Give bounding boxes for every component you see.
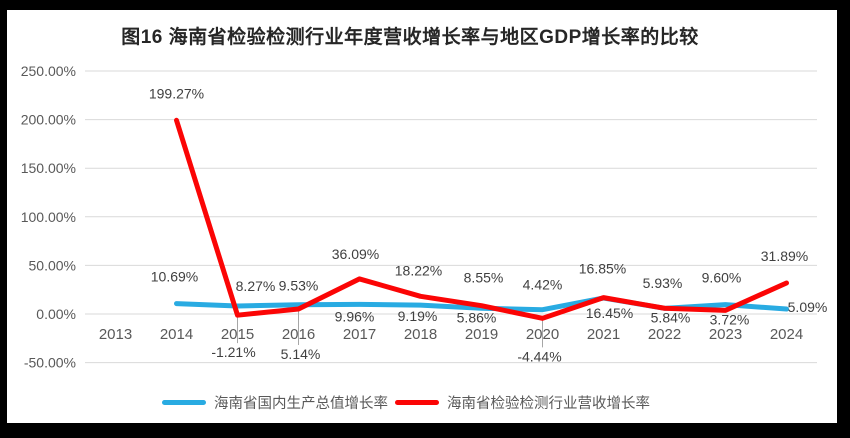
data-label: 199.27% <box>149 85 204 101</box>
x-axis-tick-label: 2018 <box>404 326 437 343</box>
data-label: 5.93% <box>643 275 683 291</box>
y-axis-tick-label: 0.00% <box>36 306 76 322</box>
x-axis-tick-label: 2017 <box>343 326 376 343</box>
data-label: 5.09% <box>788 299 828 315</box>
data-label: 36.09% <box>332 246 379 262</box>
industry-line-swatch-icon <box>395 400 439 405</box>
data-label: 9.53% <box>279 278 319 294</box>
legend-item-gdp: 海南省国内生产总值增长率 <box>162 392 388 413</box>
y-axis-tick-label: 50.00% <box>29 257 76 273</box>
y-axis-tick-label: 100.00% <box>21 209 76 225</box>
data-label: 9.60% <box>702 270 742 286</box>
gdp-line-swatch-icon <box>162 400 206 405</box>
data-label: 5.86% <box>457 309 497 325</box>
x-axis-tick-label: 2023 <box>709 326 742 343</box>
x-axis-tick-label: 2024 <box>770 326 803 343</box>
y-axis-tick-label: 150.00% <box>21 160 76 176</box>
data-label: 9.19% <box>398 308 438 324</box>
data-label: 8.55% <box>464 270 504 286</box>
x-axis-tick-label: 2019 <box>465 326 498 343</box>
data-label: 31.89% <box>761 248 808 264</box>
data-label: -1.21% <box>211 344 255 360</box>
data-label: 4.42% <box>523 277 563 293</box>
legend-label-gdp: 海南省国内生产总值增长率 <box>214 396 388 412</box>
data-label: 10.69% <box>151 269 198 285</box>
industry-revenue-line <box>174 117 789 321</box>
y-axis-tick-label: 250.00% <box>21 63 76 79</box>
data-label: -4.44% <box>517 348 561 364</box>
data-label: 5.14% <box>281 346 321 362</box>
data-label: 16.85% <box>579 261 626 277</box>
x-axis-tick-label: 2014 <box>160 326 193 343</box>
x-axis-tick-label: 2013 <box>99 326 132 343</box>
chart-title: 图16 海南省检验检测行业年度营收增长率与地区GDP增长率的比较 <box>121 27 699 48</box>
data-label: 16.45% <box>586 305 633 321</box>
x-axis-tick-label: 2021 <box>587 326 620 343</box>
data-label: 3.72% <box>710 311 750 327</box>
y-axis-tick-label: 200.00% <box>21 112 76 128</box>
x-axis-tick-label: 2022 <box>648 326 681 343</box>
y-axis-tick-label: -50.00% <box>24 355 76 371</box>
legend-label-industry: 海南省检验检测行业营收增长率 <box>447 396 650 412</box>
data-label: 18.22% <box>395 262 442 278</box>
data-label: 5.84% <box>651 309 691 325</box>
legend-item-industry: 海南省检验检测行业营收增长率 <box>395 392 650 413</box>
chart-legend: 海南省国内生产总值增长率 海南省检验检测行业营收增长率 <box>0 392 812 413</box>
data-label: 8.27% <box>236 278 276 294</box>
data-label: 9.96% <box>335 308 375 324</box>
